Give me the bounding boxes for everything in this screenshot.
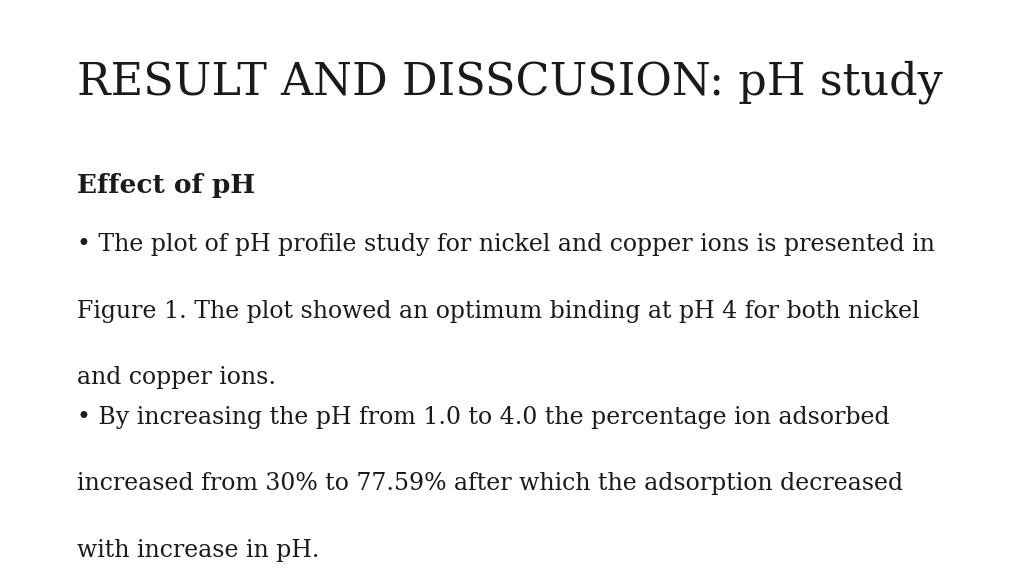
Text: Effect of pH: Effect of pH: [77, 173, 255, 198]
Text: • By increasing the pH from 1.0 to 4.0 the percentage ion adsorbed: • By increasing the pH from 1.0 to 4.0 t…: [77, 406, 890, 429]
Text: increased from 30% to 77.59% after which the adsorption decreased: increased from 30% to 77.59% after which…: [77, 472, 903, 495]
Text: and copper ions.: and copper ions.: [77, 366, 275, 389]
Text: RESULT AND DISSCUSION: pH study: RESULT AND DISSCUSION: pH study: [77, 60, 942, 104]
Text: • The plot of pH profile study for nickel and copper ions is presented in: • The plot of pH profile study for nicke…: [77, 233, 935, 256]
Text: Figure 1. The plot showed an optimum binding at pH 4 for both nickel: Figure 1. The plot showed an optimum bin…: [77, 300, 920, 323]
Text: with increase in pH.: with increase in pH.: [77, 539, 319, 562]
